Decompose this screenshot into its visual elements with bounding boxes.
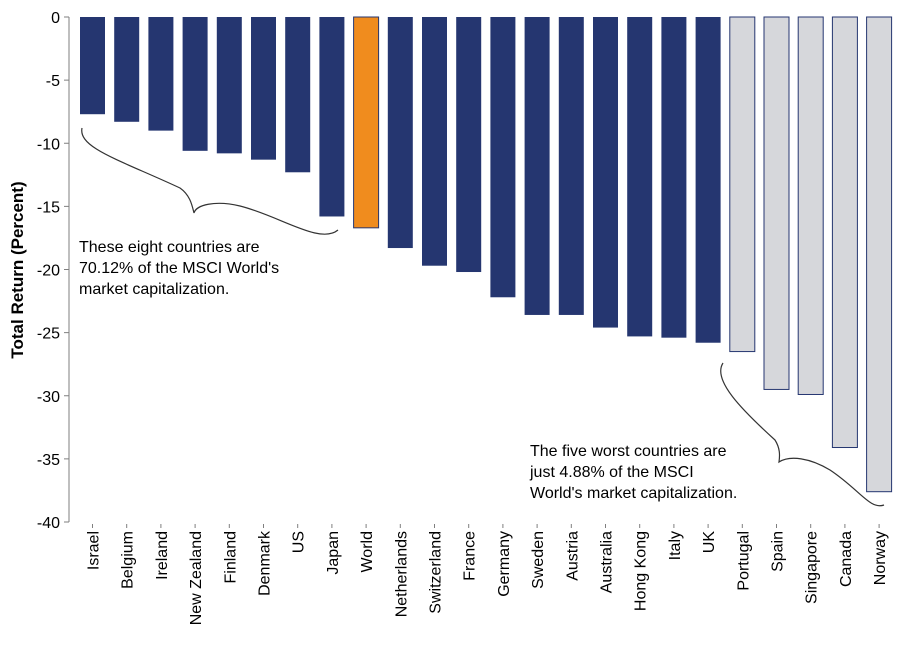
x-tick-label: US — [291, 531, 308, 553]
x-tick-label: Hong Kong — [633, 531, 650, 611]
y-tick-label: -25 — [37, 326, 60, 343]
bar-hong-kong — [627, 17, 653, 337]
x-tick-label: Switzerland — [428, 531, 445, 614]
bar-netherlands — [387, 17, 413, 249]
bar-portugal — [729, 16, 756, 353]
bar-germany — [490, 17, 516, 298]
y-tick-label: -40 — [37, 515, 60, 532]
bar-israel — [80, 17, 105, 115]
x-tick-label: Japan — [325, 531, 342, 575]
annotation-top-eight-line2: 70.12% of the MSCI World's — [79, 260, 279, 277]
bar-austria — [558, 17, 584, 315]
bar-finland — [216, 17, 242, 154]
x-labels-group: Israel Belgium Ireland New Zealand Finland De… — [86, 524, 889, 625]
x-tick-label: Sweden — [530, 531, 547, 589]
x-tick-label: World — [359, 531, 376, 573]
y-tick-label: 0 — [51, 10, 60, 27]
bar-canada — [831, 16, 858, 449]
y-tick-label: -20 — [37, 263, 60, 280]
x-tick-label: Israel — [86, 531, 103, 570]
annotation-five-worst-line3: World's market capitalization. — [530, 485, 737, 502]
x-tick-label: Australia — [599, 531, 616, 593]
x-tick-label: New Zealand — [188, 531, 205, 625]
bar-us — [285, 17, 311, 173]
bar-italy — [661, 17, 687, 338]
brace-top-eight — [81, 127, 339, 235]
bar-belgium — [114, 17, 140, 122]
x-tick-label: Denmark — [257, 530, 274, 596]
annotation-five-worst-line1: The five worst countries are — [530, 443, 727, 460]
y-axis-label: Total Return (Percent) — [8, 181, 27, 358]
annotation-top-eight-line3: market capitalization. — [79, 281, 229, 298]
annotation-five-worst: The five worst countries are just 4.88% … — [529, 443, 737, 502]
x-tick-label: Ireland — [154, 531, 171, 580]
y-tick-label: -10 — [37, 136, 60, 153]
y-tick-label: -30 — [37, 389, 60, 406]
x-tick-label: Italy — [667, 531, 684, 560]
x-tick-label: France — [462, 531, 479, 581]
x-tick-label: Netherlands — [393, 531, 410, 617]
annotation-five-worst-line2: just 4.88% of the MSCI — [529, 464, 694, 481]
bar-singapore — [797, 16, 824, 395]
bar-australia — [593, 17, 618, 328]
y-tick-label: -35 — [37, 452, 60, 469]
bar-spain — [763, 16, 790, 390]
x-tick-label: Austria — [564, 531, 581, 581]
bar-ireland — [148, 17, 174, 131]
bar-world — [353, 16, 380, 229]
x-tick-label: Portugal — [735, 531, 752, 591]
bar-switzerland — [422, 17, 447, 266]
y-ticks-group: 0 -5 -10 -15 -20 -25 -30 -35 -40 — [37, 10, 69, 532]
y-tick-label: -5 — [46, 73, 60, 90]
bar-france — [456, 17, 482, 273]
bar-uk — [695, 17, 721, 343]
annotation-top-eight-line1: These eight countries are — [79, 239, 260, 256]
bar-denmark — [251, 17, 276, 160]
x-tick-label: UK — [701, 531, 718, 554]
x-tick-label: Canada — [838, 531, 855, 587]
brace-five-worst — [720, 362, 885, 507]
x-tick-label: Finland — [222, 531, 239, 583]
x-tick-label: Norway — [872, 531, 889, 585]
y-tick-label: -15 — [37, 199, 60, 216]
bars-group — [80, 16, 893, 493]
x-tick-label: Spain — [770, 531, 787, 572]
bar-sweden — [524, 17, 550, 315]
bar-japan — [319, 17, 345, 217]
x-tick-label: Germany — [496, 531, 513, 597]
bar-norway — [866, 16, 893, 493]
x-tick-label: Belgium — [120, 531, 137, 589]
annotation-top-eight: These eight countries are 70.12% of the … — [79, 239, 279, 298]
bar-new-zealand — [182, 17, 208, 151]
x-tick-label: Singapore — [804, 531, 821, 604]
